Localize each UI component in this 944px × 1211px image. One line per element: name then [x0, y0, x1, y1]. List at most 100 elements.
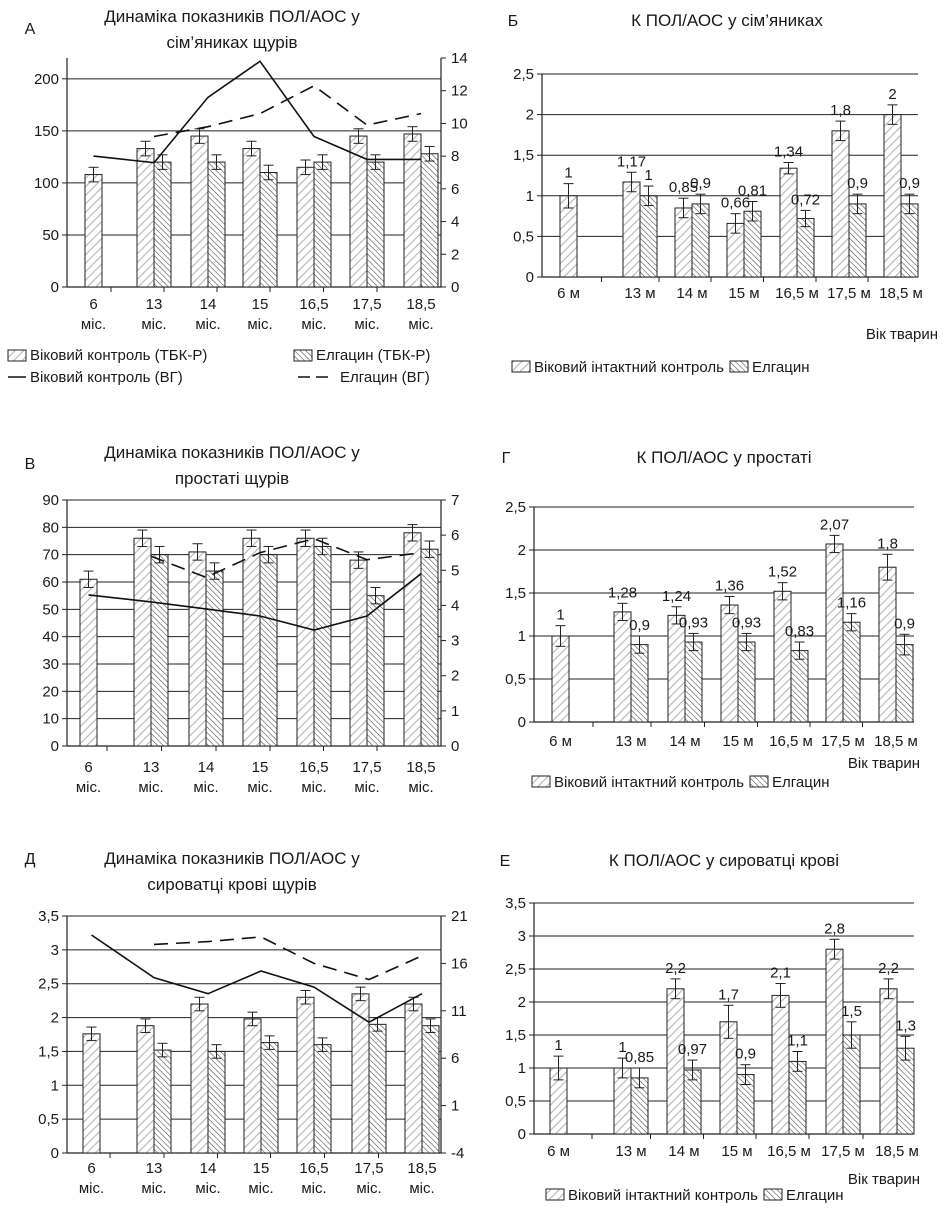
bar-control: [403, 133, 422, 288]
data-label: 0,9: [690, 175, 711, 192]
bar-control: [779, 167, 798, 278]
bar-elgacin: [153, 161, 172, 288]
bar-elgacin: [639, 195, 658, 278]
y-tick-label-right: 10: [451, 115, 468, 132]
bar-control: [551, 635, 570, 723]
legend-swatch-elgacin: [729, 360, 749, 373]
x-tick-label: 13: [143, 759, 160, 776]
y-tick-label-right: 5: [451, 562, 459, 579]
bar-elgacin: [737, 641, 756, 723]
chart-title-line: К ПОЛ/АОС у сироватці крові: [609, 851, 839, 870]
bar-elgacin: [153, 1049, 172, 1154]
y-tick-label: 2: [518, 994, 526, 1011]
x-tick-label: міс.: [247, 779, 272, 796]
x-tick-label: 14 м: [668, 1143, 699, 1160]
data-label: 1: [564, 165, 572, 182]
bar-control: [351, 993, 370, 1154]
data-label: 1: [556, 607, 564, 624]
data-label: 1,8: [877, 535, 898, 552]
y-tick-label: 1,5: [505, 585, 526, 602]
data-label: 2: [888, 86, 896, 103]
panel-letter: Д: [25, 851, 36, 868]
x-tick-label: 6: [89, 296, 97, 313]
data-label: 0,93: [732, 614, 761, 631]
bar-control: [825, 948, 844, 1135]
y-tick-label: 2,5: [513, 66, 534, 83]
y-tick-label-right: 2: [451, 668, 459, 685]
bar-control: [404, 1003, 423, 1154]
chart-title-line: К ПОЛ/АОС у сім’яниках: [631, 11, 823, 30]
chart-title-line: Динаміка показників ПОЛ/АОС у: [104, 849, 360, 868]
x-tick-label: міс.: [138, 779, 163, 796]
bar-control: [883, 114, 902, 278]
x-tick-label: 17,5 м: [821, 1143, 865, 1160]
bar-control: [296, 166, 315, 288]
bar-control: [296, 537, 315, 747]
bar-elgacin: [842, 1034, 861, 1135]
bar-control: [403, 532, 422, 747]
y-tick-label: 0: [51, 738, 59, 755]
line-elgacin-vg: [150, 537, 422, 579]
x-tick-label: міс.: [408, 779, 433, 796]
bar-control: [243, 1018, 262, 1154]
x-tick-label: 17,5: [354, 1160, 383, 1177]
y-tick-label-right: 3: [451, 633, 459, 650]
y-tick-label: 1,5: [505, 1027, 526, 1044]
chart-title-line: сім’яниках щурів: [166, 33, 297, 52]
y-tick-label: 10: [42, 711, 59, 728]
data-label: 1,8: [830, 102, 851, 119]
x-tick-label: міс.: [81, 316, 106, 333]
y-tick-label-right: 4: [451, 214, 459, 231]
panel-letter: А: [25, 21, 36, 38]
y-tick-label: 2: [518, 542, 526, 559]
legend-swatch-control: [511, 360, 531, 373]
x-tick-label: 15 м: [728, 285, 759, 302]
y-tick-label-right: 0: [451, 279, 459, 296]
data-label: 1: [644, 167, 652, 184]
bar-elgacin: [691, 203, 710, 278]
y-tick-label: 2: [526, 107, 534, 124]
bar-elgacin: [420, 153, 439, 288]
data-label: 0,72: [791, 191, 820, 208]
data-label: 0,81: [738, 182, 767, 199]
data-label: 1,24: [662, 588, 691, 605]
x-tick-label: 14: [200, 1160, 217, 1177]
legend-swatch-control: [531, 775, 551, 788]
bar-control: [349, 559, 368, 747]
y-tick-label-right: 6: [451, 527, 459, 544]
data-label: 1,5: [841, 1003, 862, 1020]
x-tick-label: міс.: [301, 1180, 326, 1197]
y-tick-label: 0,5: [505, 671, 526, 688]
y-tick-label: 0: [518, 714, 526, 731]
y-tick-label: 1,5: [38, 1043, 59, 1060]
chart-title-line: Динаміка показників ПОЛ/АОС у: [104, 7, 360, 26]
y-tick-label: 40: [42, 629, 59, 646]
legend-swatch-control: [7, 349, 27, 362]
x-tick-label: 16,5 м: [769, 733, 813, 750]
y-tick-label-right: 6: [451, 181, 459, 198]
x-tick-label: 16,5: [299, 296, 328, 313]
line-control-vg: [88, 573, 422, 631]
bar-elgacin: [900, 203, 919, 278]
x-tick-label: міс.: [141, 1180, 166, 1197]
bar-elgacin: [630, 644, 649, 723]
x-tick-label: міс.: [248, 1180, 273, 1197]
line-control-vg: [91, 934, 423, 1024]
y-tick-label: 2: [51, 1010, 59, 1027]
data-label: 2,2: [878, 960, 899, 977]
bar-control: [136, 1025, 155, 1154]
data-label: 0,9: [899, 175, 920, 192]
y-tick-label-right: 1: [451, 703, 459, 720]
data-label: 1,34: [774, 144, 803, 161]
x-tick-label: міс.: [76, 779, 101, 796]
y-tick-label: 80: [42, 519, 59, 536]
legend-swatch-elgacin: [749, 775, 769, 788]
bar-control: [84, 174, 103, 288]
chart-title-line: простаті щурів: [175, 469, 289, 488]
y-tick-label: 2,5: [505, 499, 526, 516]
y-tick-label-right: 4: [451, 597, 459, 614]
chart-title-line: сироватці крові щурів: [147, 875, 316, 894]
data-label: 0,85: [669, 179, 698, 196]
